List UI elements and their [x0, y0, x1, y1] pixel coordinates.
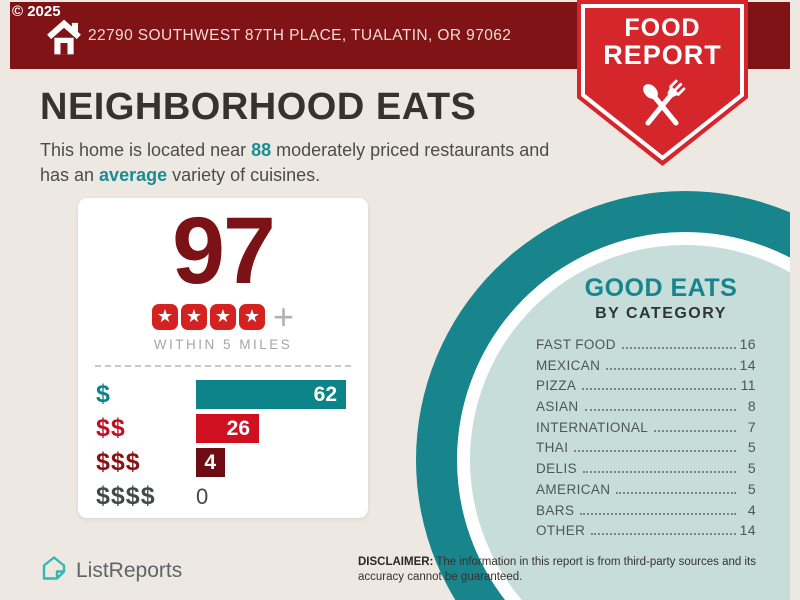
dot-leader: [584, 409, 736, 412]
badge-ribbon-shape: [577, 0, 748, 166]
dot-leader: [580, 512, 736, 515]
category-row: PIZZA 11: [536, 377, 756, 398]
dashed-divider: [95, 365, 351, 367]
price-tier-value: 0: [196, 483, 209, 509]
category-value: 14: [739, 356, 756, 373]
star-icon: ★: [151, 304, 178, 330]
disclaimer: DISCLAIMER: The information in this repo…: [358, 555, 776, 585]
brand-name: ListReports: [76, 558, 183, 582]
category-value: 7: [747, 418, 756, 435]
listreports-house-icon: [40, 554, 68, 587]
badge-title: FOOD REPORT: [577, 14, 748, 70]
dot-leader: [621, 347, 736, 349]
intro-mid: moderately priced restaurants and has an: [40, 140, 550, 186]
intro-text: This home is located near 88 moderately …: [40, 138, 555, 188]
price-tier-row: $$$$ 0: [96, 482, 350, 511]
category-value: 14: [739, 522, 756, 539]
category-row: AMERICAN 5: [536, 481, 756, 502]
category-label: PIZZA: [536, 378, 577, 394]
intro-tail: variety of cuisines.: [167, 165, 321, 186]
score-card: 97 ★ ★ ★ ★ + WITHIN 5 MILES $62 $$ 26 $$$ 4 $$$$…: [78, 198, 368, 518]
price-tier-row: $$$ 4: [96, 448, 350, 477]
dot-leader: [591, 533, 736, 536]
category-label: INTERNATIONAL: [536, 419, 649, 435]
category-label: DELIS: [536, 461, 578, 477]
price-tier-label: $$$: [96, 448, 141, 476]
dot-leader: [616, 491, 736, 494]
category-value: 5: [747, 460, 756, 477]
category-value: 5: [747, 480, 756, 497]
dot-leader: [574, 450, 736, 453]
category-value: 4: [747, 501, 756, 518]
price-tier-bar: 4: [196, 448, 225, 477]
price-tier-row: $62: [96, 380, 350, 409]
category-label: ASIAN: [536, 399, 579, 415]
category-row: OTHER 14: [536, 522, 756, 543]
disclaimer-text: The information in this report is from t…: [358, 556, 756, 583]
price-bars: $62 $$ 26 $$$ 4 $$$$ 0: [78, 380, 368, 511]
good-eats-heading: GOOD EATS BY CATEGORY: [530, 274, 792, 323]
price-tier-value: 62: [313, 382, 337, 406]
price-tier-label: $: [96, 380, 111, 408]
radius-label: WITHIN 5 MILES: [153, 337, 293, 352]
listreports-logo: ListReports: [40, 554, 182, 587]
star-icon: ★: [209, 304, 236, 330]
star-tiles: ★ ★ ★ ★: [151, 304, 265, 330]
disclaimer-label: DISCLAIMER:: [358, 556, 434, 568]
category-value: 11: [740, 377, 756, 394]
category-label: BARS: [536, 502, 575, 518]
category-label: FAST FOOD: [536, 337, 616, 352]
property-address: 22790 SOUTHWEST 87TH PLACE, TUALATIN, OR…: [88, 26, 512, 44]
category-row: THAI 5: [536, 439, 756, 460]
category-row: ASIAN 8: [536, 398, 756, 419]
category-value: 8: [747, 398, 756, 415]
price-tier-bar: 26: [196, 414, 259, 443]
category-value: 16: [739, 336, 756, 352]
dot-leader: [654, 429, 736, 432]
dot-leader: [606, 367, 736, 370]
category-list: FAST FOOD 16 MEXICAN 14 PIZZA 11 ASIAN 8 INTERNA…: [536, 336, 756, 543]
good-eats-title: GOOD EATS: [584, 274, 738, 302]
category-row: FAST FOOD 16: [536, 336, 756, 357]
food-report-badge: FOOD REPORT: [577, 0, 748, 166]
category-row: DELIS 5: [536, 460, 756, 481]
price-tier-value: 26: [226, 416, 250, 440]
good-eats-subtitle: BY CATEGORY: [595, 305, 727, 322]
category-label: MEXICAN: [536, 357, 601, 373]
variety-highlight: average: [99, 165, 168, 186]
price-tier-bar: 62: [196, 380, 346, 409]
category-value: 5: [747, 439, 756, 456]
restaurant-count: 88: [251, 140, 272, 160]
star-icon: ★: [180, 304, 207, 330]
category-row: BARS 4: [536, 502, 756, 523]
home-icon: [43, 15, 85, 62]
star-icon: ★: [238, 304, 265, 330]
page-title: NEIGHBORHOOD EATS: [40, 86, 477, 128]
price-tier-value: 4: [204, 450, 216, 474]
plus-sign: +: [272, 296, 295, 337]
intro-lead: This home is located near: [40, 140, 252, 160]
category-row: MEXICAN 14: [536, 357, 756, 378]
category-row: INTERNATIONAL 7: [536, 419, 756, 440]
category-label: AMERICAN: [536, 481, 611, 497]
category-label: OTHER: [536, 523, 586, 539]
price-tier-row: $$ 26: [96, 414, 350, 443]
badge-line1: FOOD: [624, 14, 701, 42]
badge-line2: REPORT: [603, 39, 722, 70]
copyright-text: © 2025: [12, 3, 61, 20]
price-tier-label: $$: [96, 414, 126, 442]
price-tier-label: $$$$: [96, 482, 156, 510]
restaurant-score: 97: [172, 198, 276, 304]
star-rating: ★ ★ ★ ★ +: [78, 296, 368, 337]
dot-leader: [582, 388, 736, 391]
circle-clip-region: [10, 0, 790, 600]
dot-leader: [583, 471, 736, 474]
category-label: THAI: [536, 440, 569, 456]
